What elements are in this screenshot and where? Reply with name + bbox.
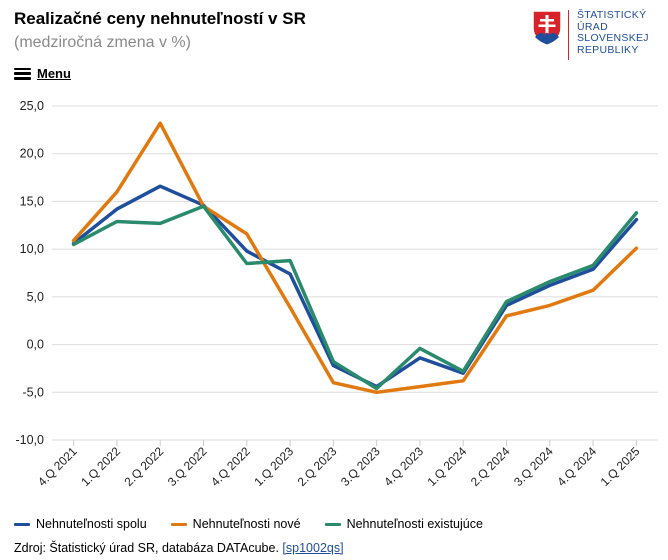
y-tick-label: 25,0 <box>20 99 44 113</box>
x-tick-label: 1.Q 2024 <box>425 444 470 489</box>
legend-label: Nehnuteľnosti nové <box>193 517 301 531</box>
y-tick-label: 10,0 <box>20 242 44 256</box>
hamburger-icon <box>14 68 31 80</box>
x-tick-label: 4.Q 2022 <box>208 444 253 489</box>
legend-item[interactable]: Nehnuteľnosti existujúce <box>325 517 483 531</box>
x-tick-label: 1.Q 2025 <box>598 444 643 489</box>
line-chart: 25,020,015,010,05,00,0-5,0-10,04.Q 20211… <box>0 90 668 510</box>
legend-label: Nehnuteľnosti existujúce <box>347 517 483 531</box>
legend-swatch <box>325 523 341 526</box>
y-tick-label: -5,0 <box>22 385 44 399</box>
x-tick-label: 1.Q 2023 <box>251 444 296 489</box>
logo-line: SLOVENSKEJ <box>577 33 649 45</box>
legend-label: Nehnuteľnosti spolu <box>36 517 147 531</box>
susr-logo[interactable]: ŠTATISTICKÝ ÚRAD SLOVENSKEJ REPUBLIKY <box>532 10 649 60</box>
coat-of-arms-icon <box>532 10 562 46</box>
y-tick-label: 0,0 <box>27 338 44 352</box>
y-tick-label: 15,0 <box>20 194 44 208</box>
source-text: Zdroj: Štatistický úrad SR, databáza DAT… <box>14 541 279 555</box>
x-tick-label: 4.Q 2023 <box>381 444 426 489</box>
y-tick-label: 5,0 <box>27 290 44 304</box>
chart-subtitle: (medziročná zmena v %) <box>14 34 191 52</box>
series-line-1 <box>74 186 637 386</box>
legend-swatch <box>171 523 187 526</box>
x-tick-label: 2.Q 2023 <box>295 444 340 489</box>
x-tick-label: 3.Q 2023 <box>338 444 383 489</box>
x-tick-label: 3.Q 2022 <box>165 444 210 489</box>
y-tick-label: 20,0 <box>20 147 44 161</box>
legend-item[interactable]: Nehnuteľnosti nové <box>171 517 301 531</box>
menu-button[interactable]: Menu <box>14 66 71 81</box>
menu-label: Menu <box>37 66 71 81</box>
logo-text: ŠTATISTICKÝ ÚRAD SLOVENSKEJ REPUBLIKY <box>577 10 649 56</box>
legend-item[interactable]: Nehnuteľnosti spolu <box>14 517 147 531</box>
logo-line: REPUBLIKY <box>577 45 649 57</box>
x-tick-label: 2.Q 2024 <box>468 444 513 489</box>
logo-divider <box>568 10 569 60</box>
x-tick-label: 4.Q 2021 <box>35 444 80 489</box>
legend-swatch <box>14 523 30 526</box>
x-tick-label: 2.Q 2022 <box>122 444 167 489</box>
x-tick-label: 4.Q 2024 <box>554 444 599 489</box>
x-tick-label: 3.Q 2024 <box>511 444 556 489</box>
source-note: Zdroj: Štatistický úrad SR, databáza DAT… <box>14 541 344 555</box>
series-line-2 <box>74 123 637 392</box>
chart-title: Realizačné ceny nehnuteľností v SR <box>14 9 306 29</box>
x-tick-label: 1.Q 2022 <box>78 444 123 489</box>
y-tick-label: -10,0 <box>16 433 45 447</box>
chart-legend: Nehnuteľnosti spolu Nehnuteľnosti nové N… <box>14 517 507 531</box>
source-link[interactable]: [sp1002qs] <box>282 541 343 555</box>
logo-line: ŠTATISTICKÝ <box>577 10 649 22</box>
